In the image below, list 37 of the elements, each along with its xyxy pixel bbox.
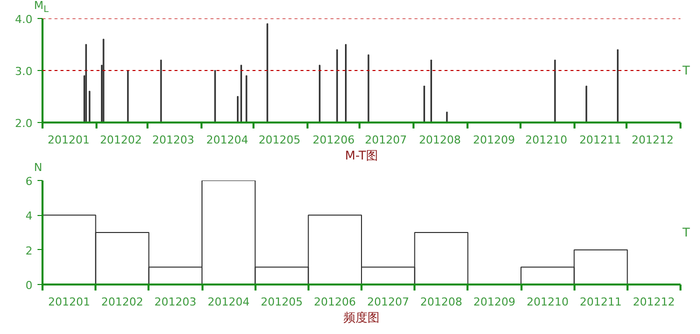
x-tick-label: 201204 bbox=[208, 296, 250, 308]
x-tick-label: 201201 bbox=[48, 134, 90, 146]
y-tick-label: 2 bbox=[26, 244, 32, 258]
y-axis-title: M$_{L}$ bbox=[34, 0, 49, 16]
x-axis-title: T bbox=[682, 226, 690, 240]
x-tick-label: 201209 bbox=[472, 134, 515, 146]
x-tick-label: 201208 bbox=[418, 134, 461, 146]
x-tick-label: 201206 bbox=[314, 296, 356, 308]
x-tick-label: 201208 bbox=[420, 296, 462, 308]
x-tick-label: 201211 bbox=[580, 296, 622, 308]
x-tick-label: 201207 bbox=[364, 134, 407, 146]
x-tick-label: 201212 bbox=[632, 134, 674, 146]
text: M-T图 bbox=[345, 148, 378, 162]
x-tick-label: 201202 bbox=[100, 134, 142, 146]
y-tick-label: 0 bbox=[26, 279, 32, 292]
x-tick-label: 201210 bbox=[525, 134, 568, 146]
y-tick-label: 4 bbox=[26, 210, 32, 223]
y-tick-label: 4.0 bbox=[15, 13, 33, 26]
y-tick-label: 2.0 bbox=[15, 117, 33, 130]
y-axis-title: N bbox=[34, 161, 42, 174]
x-axis-title: T bbox=[682, 64, 690, 78]
text: 频度图 bbox=[344, 310, 380, 324]
x-tick-label: 201202 bbox=[101, 296, 144, 308]
y-tick-label: 3.0 bbox=[15, 65, 33, 78]
x-tick-label: 201212 bbox=[632, 296, 675, 308]
x-tick-label: 201207 bbox=[367, 296, 410, 308]
x-tick-label: 201209 bbox=[473, 296, 516, 308]
x-tick-label: 201205 bbox=[258, 134, 301, 146]
x-tick-label: 201211 bbox=[579, 134, 622, 146]
x-tick-label: 201205 bbox=[260, 296, 303, 308]
x-tick-label: 201204 bbox=[206, 134, 248, 146]
x-tick-label: 201203 bbox=[152, 134, 194, 146]
x-tick-label: 201206 bbox=[312, 134, 355, 146]
x-tick-label: 201210 bbox=[526, 296, 569, 308]
y-tick-label: 6 bbox=[26, 175, 32, 188]
x-tick-label: 201203 bbox=[154, 296, 196, 308]
x-tick-label: 201201 bbox=[48, 296, 90, 308]
